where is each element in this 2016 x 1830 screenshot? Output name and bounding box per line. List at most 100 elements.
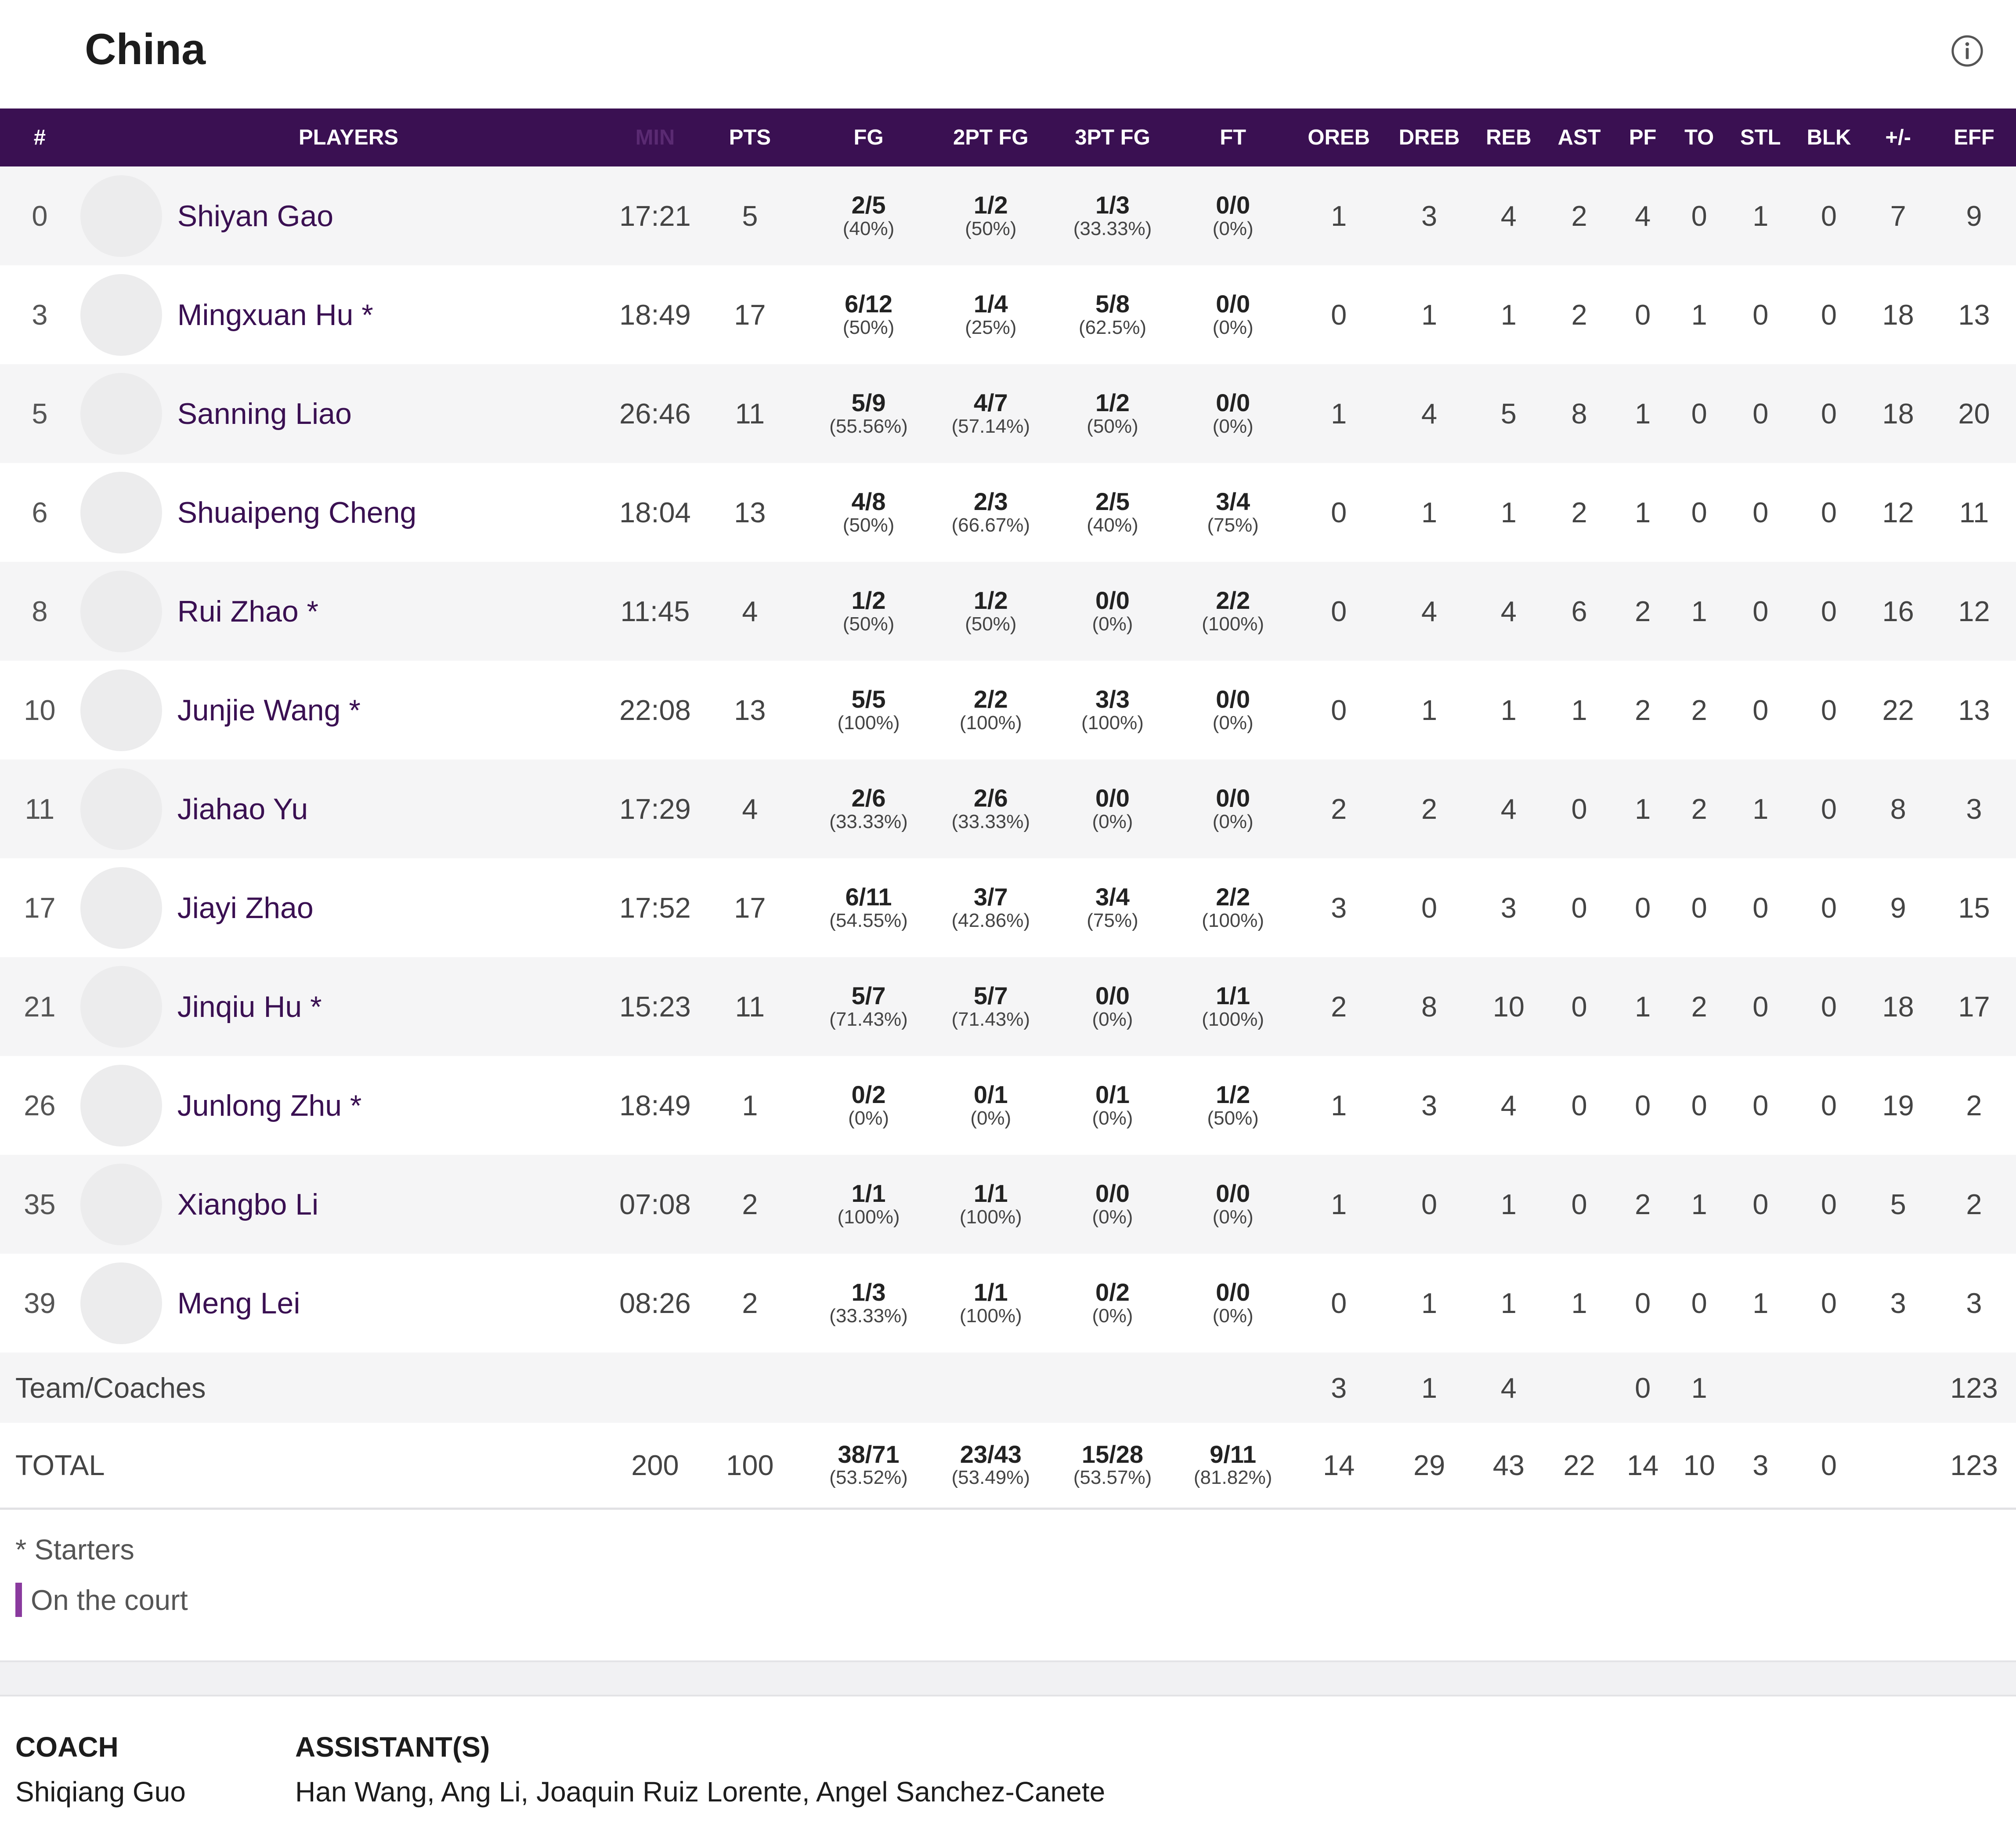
player-pts: 17 bbox=[734, 299, 766, 331]
player-ast: 6 bbox=[1571, 595, 1587, 627]
avatar[interactable] bbox=[80, 570, 162, 652]
player-row[interactable]: 3 Mingxuan Hu * 18:49 17 6/12 (50%) 1/4 (25%) 5/… bbox=[0, 265, 2016, 364]
player-stl: 1 bbox=[1752, 200, 1769, 232]
player-ast: 0 bbox=[1571, 1089, 1587, 1121]
player-3pt-fg-made-attempted: 0/0 bbox=[1095, 784, 1130, 812]
col-players[interactable]: PLAYERS bbox=[298, 126, 398, 149]
player-name-link[interactable]: Jiahao Yu bbox=[177, 792, 308, 826]
col-ft[interactable]: FT bbox=[1220, 126, 1246, 149]
col-to[interactable]: TO bbox=[1684, 126, 1714, 149]
player-ft-made-attempted: 0/0 bbox=[1216, 191, 1250, 219]
player-2pt-fg: 4/7 (57.14%) bbox=[930, 364, 1051, 463]
player-reb: 1 bbox=[1500, 694, 1517, 726]
col-oreb[interactable]: OREB bbox=[1308, 126, 1370, 149]
player-name-link[interactable]: Sanning Liao bbox=[177, 397, 352, 430]
player-name-link[interactable]: Meng Lei bbox=[177, 1286, 300, 1320]
player-3pt-fg: 0/0 (0%) bbox=[1051, 957, 1173, 1056]
player-row[interactable]: 39 Meng Lei 08:26 2 1/3 (33.33%) 1/1 (100%) 0/2(… bbox=[0, 1254, 2016, 1353]
player-3pt-fg-pct: (33.33%) bbox=[1073, 217, 1152, 239]
player-to: 2 bbox=[1691, 793, 1707, 825]
player-fg: 1/3 (33.33%) bbox=[807, 1254, 930, 1353]
player-name-link[interactable]: Mingxuan Hu * bbox=[177, 298, 373, 332]
player-pf: 4 bbox=[1635, 200, 1651, 232]
player-2pt-fg: 5/7 (71.43%) bbox=[930, 957, 1051, 1056]
col-ast[interactable]: AST bbox=[1557, 126, 1601, 149]
player-min: 18:49 bbox=[619, 299, 691, 331]
legend-on-court-label: On the court bbox=[31, 1584, 188, 1616]
player-name-link[interactable]: Junlong Zhu * bbox=[177, 1089, 362, 1122]
avatar[interactable] bbox=[80, 1064, 162, 1146]
col-eff[interactable]: EFF bbox=[1954, 126, 1994, 149]
player-row[interactable]: 6 Shuaipeng Cheng 18:04 13 4/8 (50%) 2/3 (66.67… bbox=[0, 463, 2016, 562]
player-name-link[interactable]: Shuaipeng Cheng bbox=[177, 495, 417, 529]
player-blk: 0 bbox=[1821, 200, 1837, 232]
player-ft-pct: (0%) bbox=[1212, 712, 1254, 734]
total-dreb: 29 bbox=[1413, 1449, 1445, 1481]
player-fg: 5/7 (71.43%) bbox=[807, 957, 930, 1056]
avatar[interactable] bbox=[80, 175, 162, 257]
player-reb: 3 bbox=[1500, 892, 1517, 924]
avatar[interactable] bbox=[80, 867, 162, 949]
player-pf: 0 bbox=[1635, 1089, 1651, 1121]
col-2pt-fg[interactable]: 2PT FG bbox=[953, 126, 1029, 149]
player-name-link[interactable]: Jiayi Zhao bbox=[177, 891, 314, 925]
col-min[interactable]: MIN bbox=[635, 126, 675, 149]
player-fg-made-attempted: 1/2 bbox=[851, 586, 886, 614]
avatar[interactable] bbox=[80, 768, 162, 850]
player-blk: 0 bbox=[1821, 793, 1837, 825]
col-fg[interactable]: FG bbox=[853, 126, 884, 149]
player-name-link[interactable]: Xiangbo Li bbox=[177, 1187, 319, 1221]
player-3pt-fg-pct: (0%) bbox=[1092, 810, 1133, 832]
player-fg: 4/8 (50%) bbox=[807, 463, 930, 562]
player-row[interactable]: 21 Jinqiu Hu * 15:23 11 5/7 (71.43%) 5/7 (71.43… bbox=[0, 957, 2016, 1056]
info-circle-icon[interactable] bbox=[1950, 34, 1984, 68]
avatar[interactable] bbox=[80, 966, 162, 1048]
avatar[interactable] bbox=[80, 471, 162, 553]
player-fg-made-attempted: 2/6 bbox=[851, 784, 886, 812]
player-name-link[interactable]: Rui Zhao * bbox=[177, 594, 319, 628]
player-number: 0 bbox=[32, 200, 48, 232]
player-ft-made-attempted: 3/4 bbox=[1216, 487, 1250, 515]
on-court-indicator bbox=[15, 1583, 22, 1617]
col-blk[interactable]: BLK bbox=[1806, 126, 1851, 149]
player-row[interactable]: 35 Xiangbo Li 07:08 2 1/1 (100%) 1/1 (100%) 0/0(… bbox=[0, 1155, 2016, 1254]
col-number[interactable]: # bbox=[33, 126, 46, 149]
player-name-link[interactable]: Jinqiu Hu * bbox=[177, 990, 322, 1023]
avatar[interactable] bbox=[80, 274, 162, 356]
col-pts[interactable]: PTS bbox=[729, 126, 771, 149]
avatar[interactable] bbox=[80, 1163, 162, 1245]
player-row[interactable]: 8 Rui Zhao * 11:45 4 1/2 (50%) 1/2 (50%) 0/0 (0%)… bbox=[0, 562, 2016, 661]
col-reb[interactable]: REB bbox=[1486, 126, 1532, 149]
player-to: 1 bbox=[1691, 1188, 1707, 1220]
player-3pt-fg-made-attempted: 0/0 bbox=[1095, 981, 1130, 1009]
player-fg-pct: (100%) bbox=[837, 1206, 900, 1228]
player-to: 0 bbox=[1691, 892, 1707, 924]
player-row[interactable]: 26 Junlong Zhu * 18:49 1 0/2 (0%) 0/1 (0%) 0/1 (0… bbox=[0, 1056, 2016, 1155]
player-number: 17 bbox=[24, 892, 56, 924]
player-min: 07:08 bbox=[619, 1188, 691, 1220]
player-row[interactable]: 11 Jiahao Yu 17:29 4 2/6 (33.33%) 2/6 (33.33%) 0… bbox=[0, 759, 2016, 858]
col-stl[interactable]: STL bbox=[1740, 126, 1781, 149]
col-pf[interactable]: PF bbox=[1629, 126, 1657, 149]
player-plus-minus: 3 bbox=[1890, 1287, 1906, 1319]
player-blk: 0 bbox=[1821, 1089, 1837, 1121]
player-reb: 1 bbox=[1500, 496, 1517, 528]
col-plus-minus[interactable]: +/- bbox=[1885, 126, 1911, 149]
player-fg-made-attempted: 1/3 bbox=[851, 1278, 886, 1306]
player-row[interactable]: 17 Jiayi Zhao 17:52 17 6/11 (54.55%) 3/7 (42.86… bbox=[0, 858, 2016, 957]
player-blk: 0 bbox=[1821, 595, 1837, 627]
player-row[interactable]: 10 Junjie Wang * 22:08 13 5/5 (100%) 2/2 (100%)… bbox=[0, 661, 2016, 759]
avatar[interactable] bbox=[80, 373, 162, 455]
col-3pt-fg[interactable]: 3PT FG bbox=[1075, 126, 1150, 149]
avatar[interactable] bbox=[80, 1262, 162, 1344]
player-row[interactable]: 0 Shiyan Gao 17:21 5 2/5 (40%) 1/2 (50%) 1/3 (33.… bbox=[0, 166, 2016, 265]
col-dreb[interactable]: DREB bbox=[1398, 126, 1460, 149]
player-row[interactable]: 5 Sanning Liao 26:46 11 5/9 (55.56%) 4/7 (57.14… bbox=[0, 364, 2016, 463]
avatar[interactable] bbox=[80, 669, 162, 751]
player-name-link[interactable]: Shiyan Gao bbox=[177, 199, 334, 233]
player-name-link[interactable]: Junjie Wang * bbox=[177, 693, 361, 727]
player-fg-pct: (40%) bbox=[842, 217, 895, 239]
player-3pt-fg: 0/0 (0%) bbox=[1051, 562, 1173, 661]
player-avatar-cell bbox=[79, 1254, 177, 1353]
player-ft: 0/0 (0%) bbox=[1174, 1155, 1293, 1254]
